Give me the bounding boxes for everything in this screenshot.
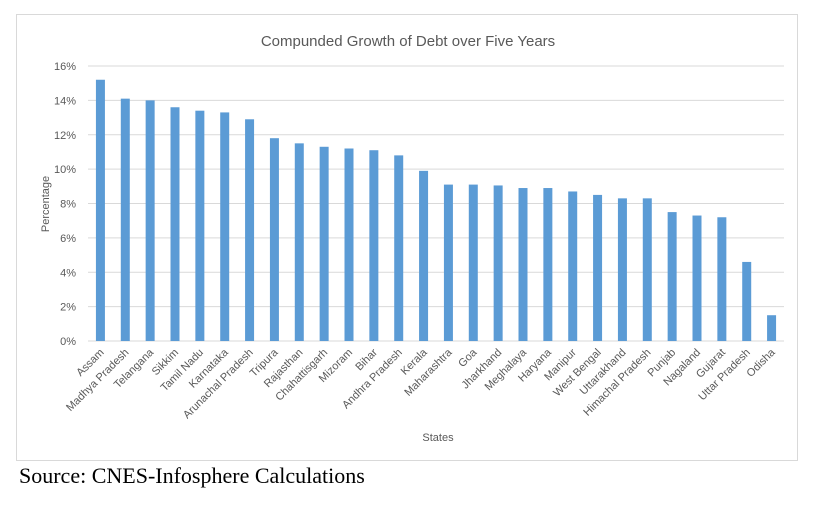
bar — [245, 119, 255, 341]
bar — [145, 100, 155, 341]
bar — [692, 215, 702, 341]
bar — [642, 198, 652, 341]
y-axis-label: Percentage — [40, 176, 52, 232]
bar — [667, 212, 677, 341]
y-tick-label: 2% — [60, 302, 76, 314]
bar — [593, 194, 603, 341]
y-tick-label: 16% — [54, 61, 76, 73]
bar — [369, 150, 379, 341]
bar — [568, 191, 578, 341]
bar — [767, 315, 777, 341]
bar — [294, 143, 304, 341]
x-axis-label: States — [422, 432, 454, 444]
bar — [319, 146, 329, 341]
bar — [493, 185, 503, 341]
y-tick-label: 10% — [54, 164, 76, 176]
bar — [220, 112, 230, 341]
bar — [443, 184, 453, 341]
y-tick-label: 12% — [54, 130, 76, 142]
bar — [344, 148, 354, 341]
bar — [543, 188, 553, 341]
bar — [95, 79, 105, 341]
bar — [468, 184, 478, 341]
bar — [120, 98, 130, 341]
source-note: Source: CNES-Infosphere Calculations — [19, 463, 365, 488]
chart-title: Compunded Growth of Debt over Five Years — [261, 33, 555, 50]
chart-frame — [16, 14, 798, 461]
bar — [170, 107, 180, 341]
bar — [419, 170, 429, 341]
bar — [617, 198, 627, 341]
y-tick-label: 8% — [60, 199, 76, 211]
bar — [195, 110, 205, 341]
bar — [394, 155, 404, 341]
bar — [269, 138, 279, 341]
y-tick-label: 0% — [60, 336, 76, 348]
bar — [717, 217, 727, 341]
x-tick-label: Odisha — [745, 346, 779, 380]
y-tick-label: 6% — [60, 233, 76, 245]
bar — [518, 188, 528, 341]
y-tick-label: 4% — [60, 267, 76, 279]
y-tick-label: 14% — [54, 95, 76, 107]
bar — [742, 261, 752, 341]
